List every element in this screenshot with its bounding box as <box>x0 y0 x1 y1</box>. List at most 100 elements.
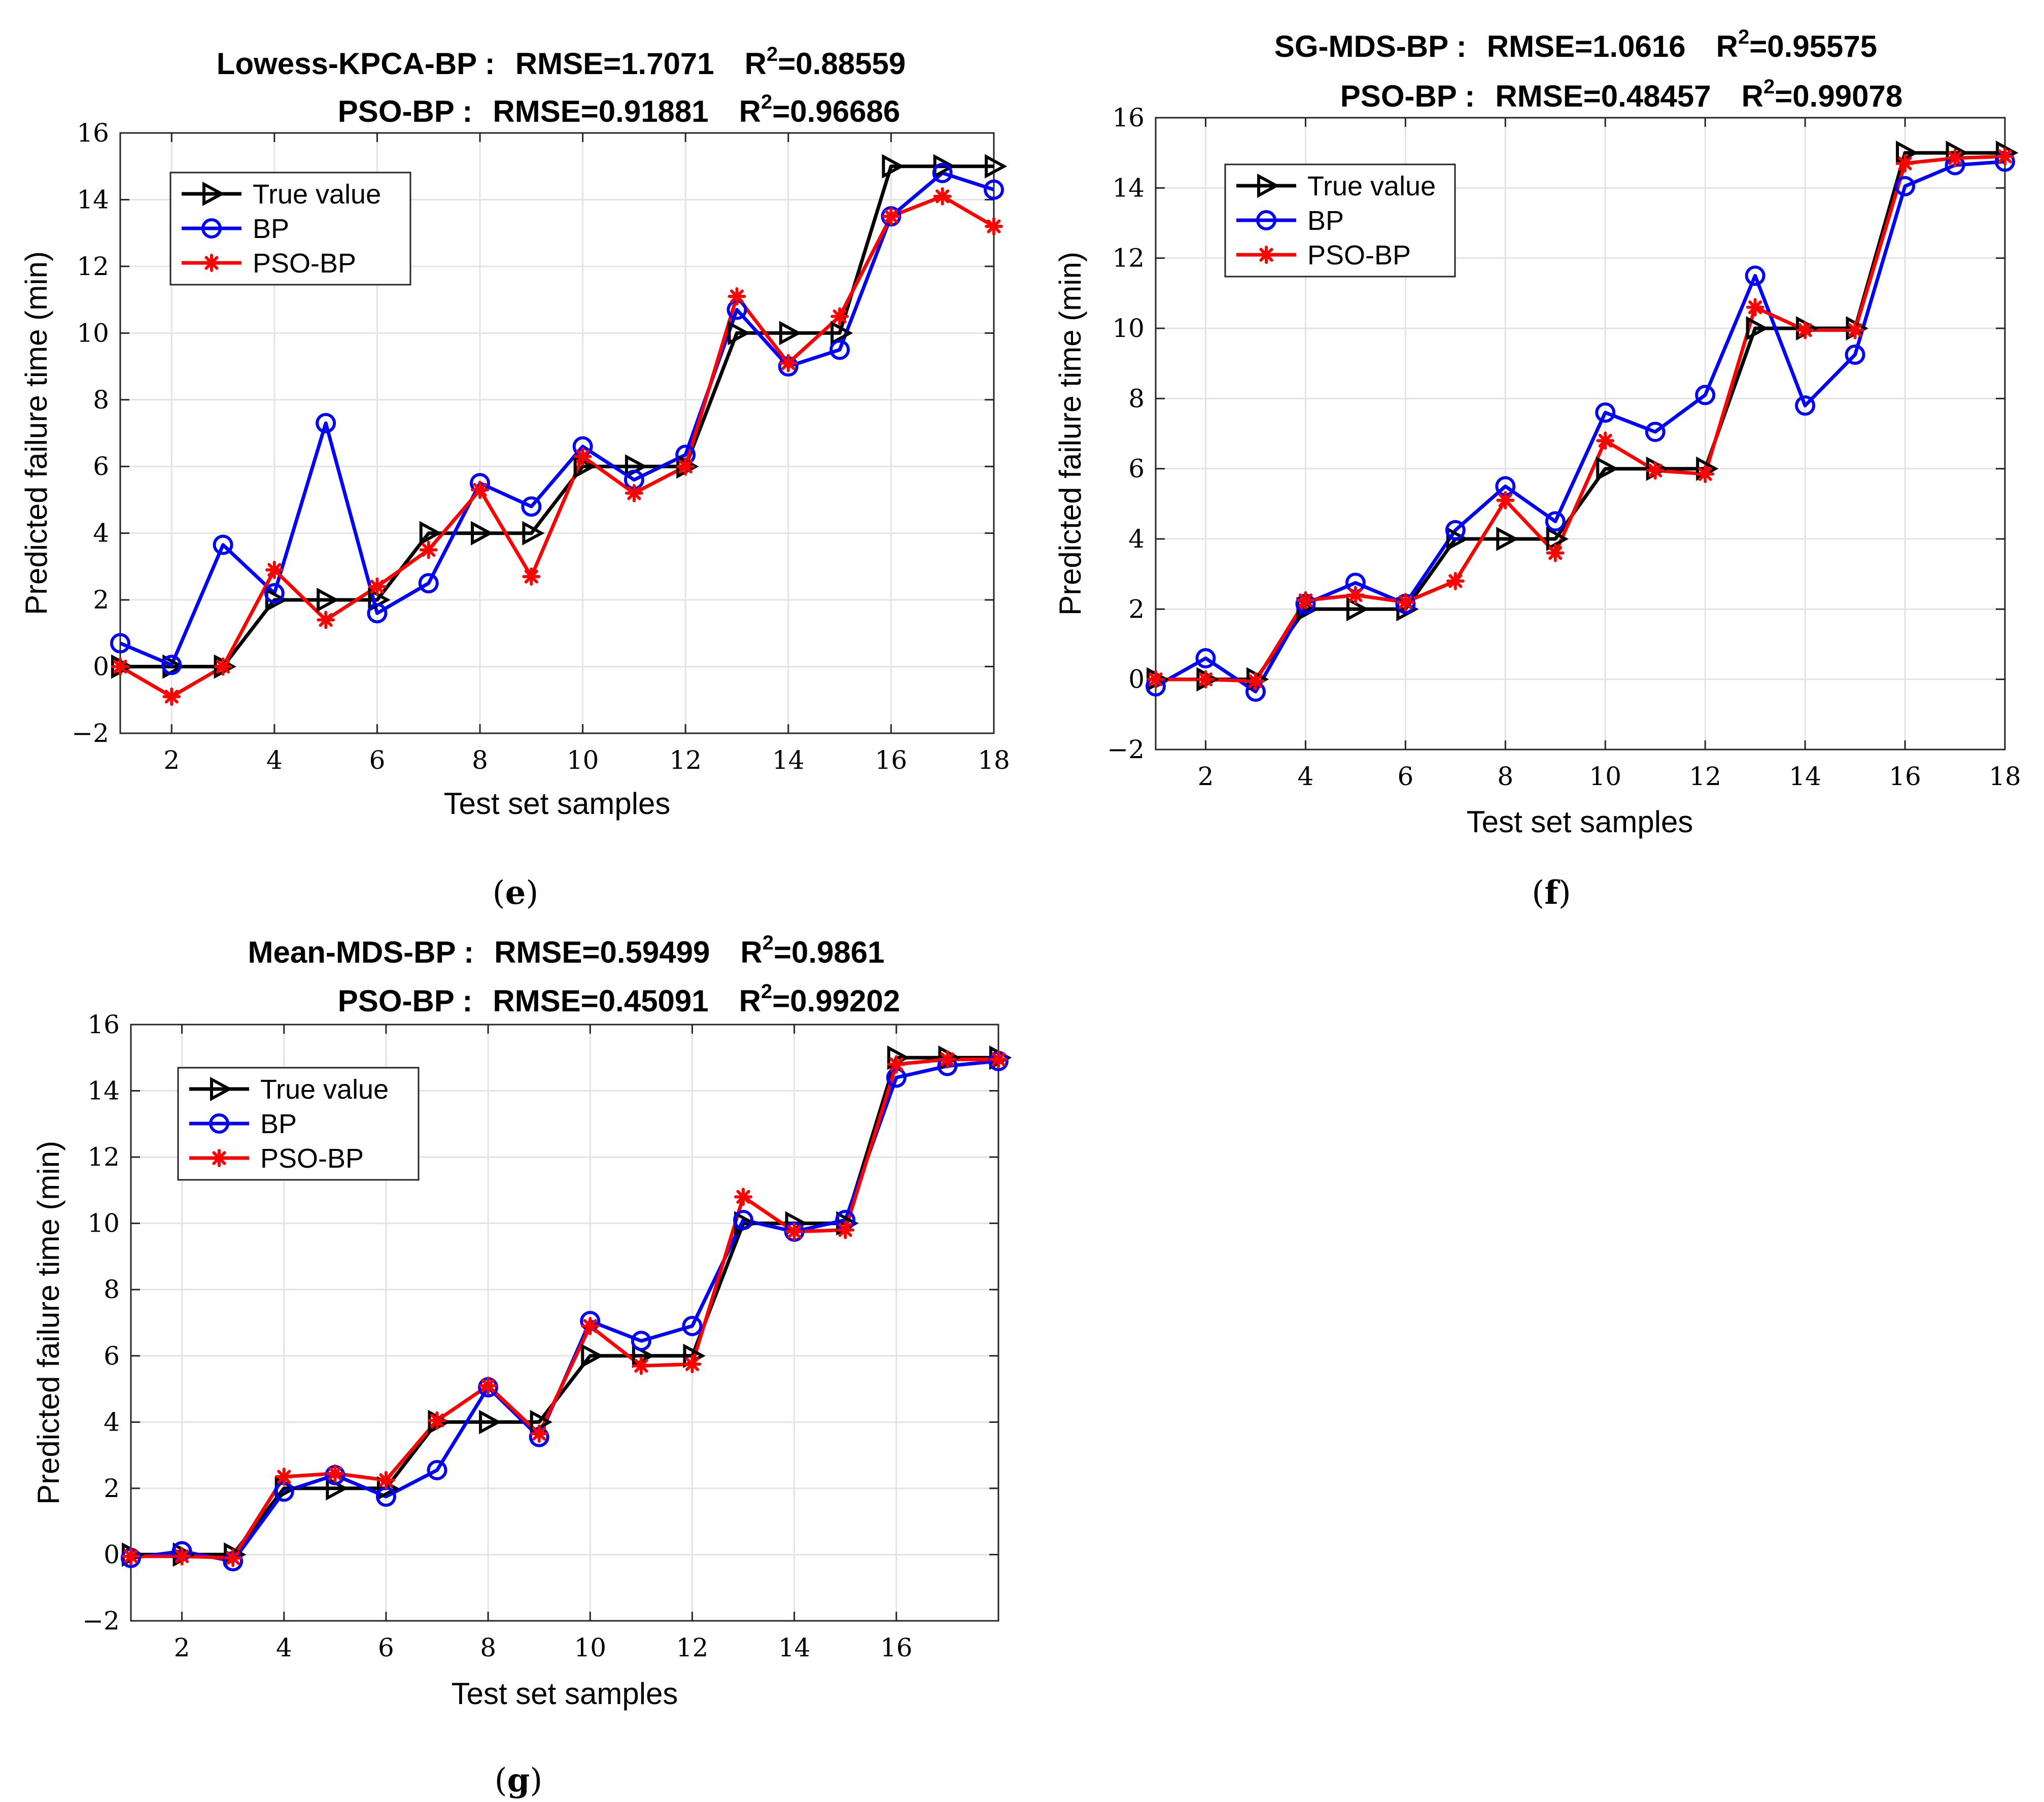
data-point-pso-bp <box>1346 586 1365 604</box>
data-point-bp-shape <box>984 179 1004 200</box>
data-point-bp <box>161 655 182 675</box>
data-point-pso-bp-stroke <box>1748 300 1762 315</box>
data-point-true-value-shape <box>419 521 442 546</box>
y-tick-label: 6 <box>93 452 109 481</box>
data-point-bp-shape <box>631 1331 651 1351</box>
data-point-true-value-shape <box>1446 526 1469 552</box>
data-point-pso-bp <box>1946 149 1964 167</box>
legend-label: PSO-BP <box>253 248 356 279</box>
data-point-bp <box>427 1459 447 1480</box>
data-point-pso-bp-stroke <box>481 1378 495 1393</box>
data-point-pso-bp-stroke <box>576 449 590 464</box>
data-point-true-value-shape <box>779 321 802 346</box>
data-point-pso-bp <box>933 187 952 206</box>
data-point-pso-bp <box>830 307 849 326</box>
data-point-true-value-shape <box>581 1343 604 1368</box>
y-tick-label: −2 <box>82 1606 120 1636</box>
data-point-bp <box>1645 422 1666 443</box>
data-point-pso-bp-stroke <box>787 1225 802 1239</box>
data-point-true-value <box>419 521 442 546</box>
chart-title-line-1: Mean-MDS-BP : RMSE=0.59499 R2=0.9861 <box>248 932 884 969</box>
legend-marker <box>1257 246 1275 264</box>
data-point-pso-bp-stroke <box>940 1052 955 1067</box>
data-point-pso-bp-stroke <box>1298 593 1313 607</box>
y-tick-label: 4 <box>93 519 109 548</box>
data-point-pso-bp-stroke <box>1698 467 1712 481</box>
data-point-bp <box>1745 265 1765 286</box>
x-tick-label: 14 <box>1789 762 1821 791</box>
data-point-pso-bp-stroke <box>1598 433 1612 448</box>
y-tick-label: 6 <box>103 1341 120 1371</box>
series-group <box>121 1045 1012 1572</box>
data-point-bp <box>829 339 850 360</box>
data-point-bp-shape <box>733 1210 754 1231</box>
data-point-bp-shape <box>932 162 953 183</box>
data-point-true-value-shape <box>1546 526 1569 552</box>
legend-marker <box>210 1076 233 1102</box>
y-tick-label: 12 <box>1112 244 1145 273</box>
x-tick-label: 18 <box>1989 762 2021 791</box>
data-point-bp <box>110 633 130 654</box>
chart-title-line-2: PSO-BP : RMSE=0.45091 R2=0.99202 <box>338 980 900 1018</box>
legend-label: True value <box>1307 171 1436 201</box>
data-point-pso-bp <box>1196 670 1215 689</box>
data-point-bp <box>1595 402 1616 423</box>
data-point-pso-bp-stroke <box>833 309 847 324</box>
legend-marker-stroke <box>204 256 219 270</box>
y-tick-label: −2 <box>1107 735 1145 764</box>
data-point-pso-bp <box>419 540 438 559</box>
data-point-pso-bp-stroke <box>277 1470 291 1484</box>
data-point-true-value <box>581 1343 604 1368</box>
data-point-bp-shape <box>1545 511 1566 532</box>
data-point-true-value <box>1346 597 1369 622</box>
data-point-bp-shape <box>829 339 850 360</box>
data-point-pso-bp-stroke <box>1348 588 1363 602</box>
data-point-bp-shape <box>1195 648 1216 669</box>
x-tick-label: 16 <box>875 745 908 775</box>
data-point-bp <box>631 1331 651 1351</box>
y-tick-label: 6 <box>1128 454 1145 484</box>
data-point-pso-bp-stroke <box>226 1551 240 1565</box>
x-tick-label: 16 <box>880 1633 913 1662</box>
chart-title-line-1: SG-MDS-BP : RMSE=1.0616 R2=0.95575 <box>1274 26 1877 63</box>
data-point-pso-bp <box>836 1220 855 1239</box>
x-tick-label: 6 <box>1397 762 1413 791</box>
data-point-bp <box>213 534 233 555</box>
x-tick-label: 12 <box>669 745 702 775</box>
y-tick-label: 2 <box>103 1474 120 1503</box>
y-tick-label: 4 <box>1128 524 1145 554</box>
y-axis-label: Predicted failure time (min) <box>1053 252 1087 616</box>
chart-title-line-1: Lowess-KPCA-BP : RMSE=1.7071 R2=0.88559 <box>217 43 906 81</box>
data-point-true-value-shape <box>1746 316 1769 341</box>
data-point-pso-bp <box>1696 465 1715 484</box>
data-point-pso-bp <box>573 447 592 466</box>
series-line-pso-bp <box>119 194 995 699</box>
data-point-pso-bp-stroke <box>1848 323 1862 337</box>
chart-panel-g: Mean-MDS-BP : RMSE=0.59499 R2=0.9861 PSO-B… <box>31 932 1012 1799</box>
x-axis-label: Test set samples <box>444 787 671 821</box>
data-point-bp-shape <box>367 603 388 624</box>
data-point-pso-bp-stroke <box>1448 574 1463 588</box>
x-tick-label: 18 <box>978 745 1010 775</box>
data-point-pso-bp <box>1546 543 1565 562</box>
y-tick-label: 0 <box>93 652 109 682</box>
data-point-pso-bp <box>1996 147 2014 166</box>
data-point-true-value <box>1746 316 1769 341</box>
data-point-pso-bp <box>368 577 387 596</box>
data-point-pso-bp <box>265 560 284 579</box>
x-tick-label: 2 <box>163 745 180 775</box>
data-point-pso-bp-stroke <box>736 1189 750 1204</box>
data-point-bp <box>418 573 439 594</box>
data-point-true-value-shape <box>727 321 750 346</box>
legend: True value BP PSO-BP <box>169 172 411 286</box>
data-point-bp-shape <box>1845 344 1865 365</box>
legend-marker <box>210 1149 228 1167</box>
x-tick-label: 16 <box>1889 762 1921 791</box>
x-tick-label: 8 <box>1497 762 1513 791</box>
data-point-pso-bp-stroke <box>124 1549 138 1563</box>
legend-marker-shape <box>1256 210 1276 230</box>
data-point-pso-bp-stroke <box>730 289 744 303</box>
data-point-true-value <box>882 154 905 179</box>
data-point-pso-bp <box>785 1222 804 1241</box>
data-point-bp-shape <box>1595 402 1616 423</box>
